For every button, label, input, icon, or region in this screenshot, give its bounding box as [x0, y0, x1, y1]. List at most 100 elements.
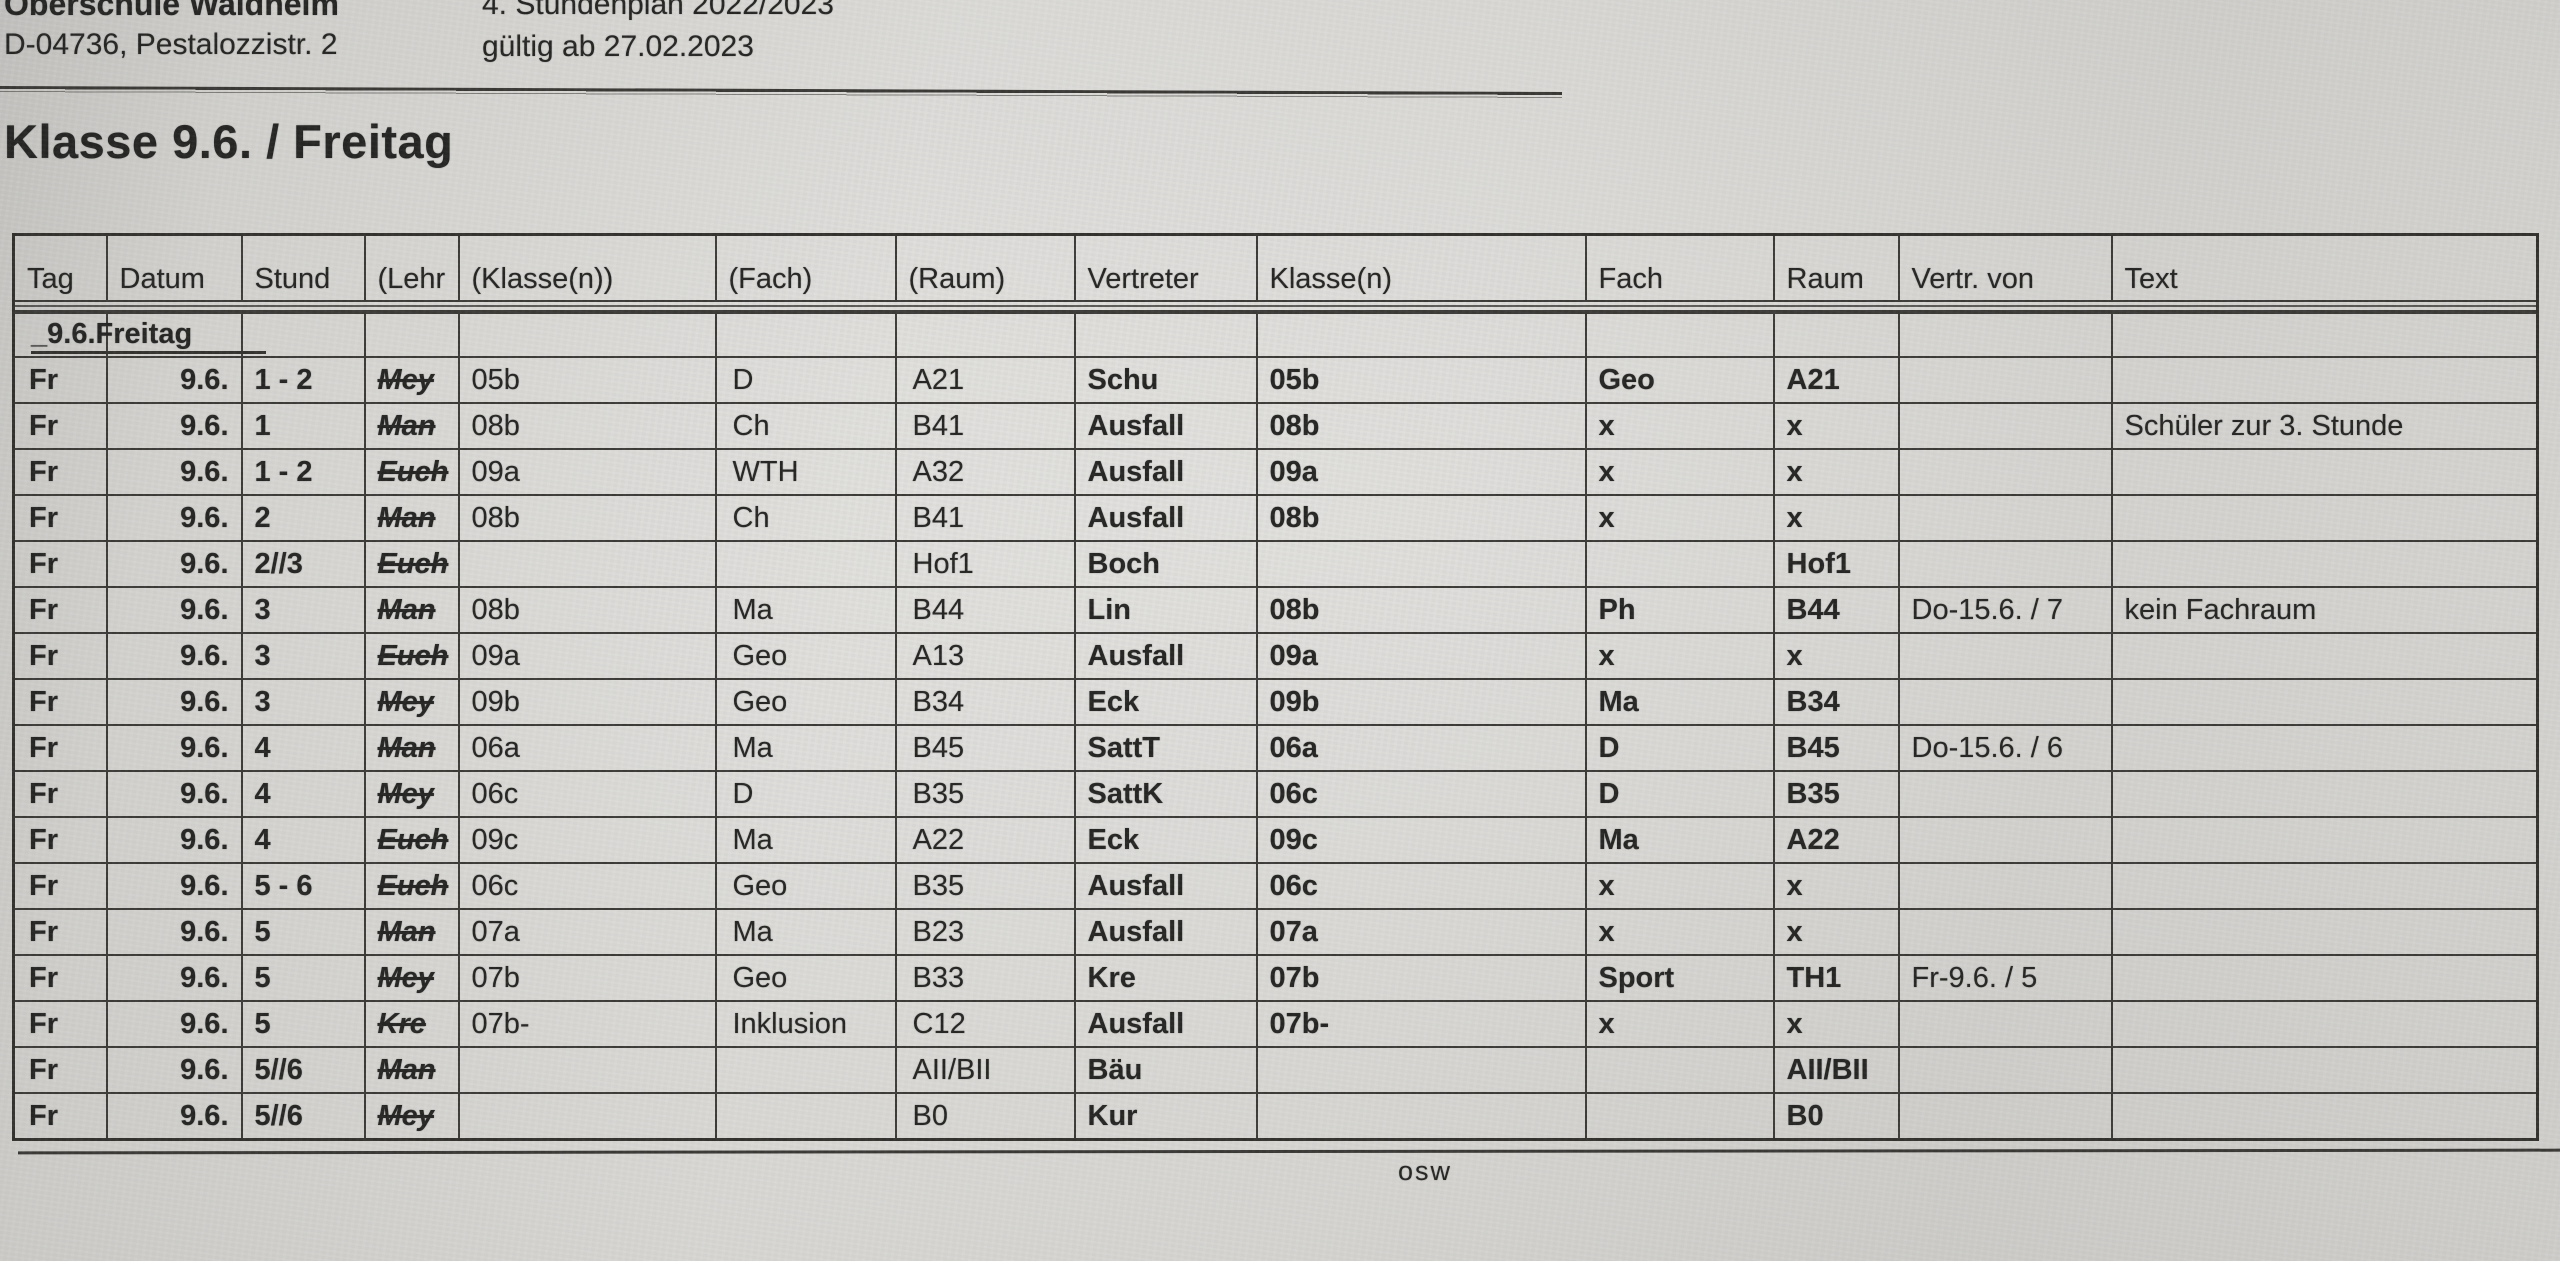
empty-cell [1772, 312, 1900, 358]
table-header: Tag Datum Stund (Lehr (Klasse(n)) (Fach)… [12, 233, 2539, 313]
cell-vertreter: Ausfall [1073, 862, 1258, 910]
cell-vertr-von: Do-15.6. / 7 [1897, 586, 2113, 634]
cell-lehrer: Euch [363, 632, 460, 680]
table-row: Fr 9.6. 3 Euch 09a Geo A13 Ausfall 09a x… [12, 632, 2539, 680]
cell-vertreter: Kre [1073, 954, 1258, 1002]
column-header-vertreter: Vertreter [1073, 233, 1258, 300]
cell-klasse-alt: 07b- [457, 1000, 717, 1048]
cell-klasse: 06c [1255, 862, 1587, 910]
cell-vertr-von [1897, 770, 2113, 818]
cell-raum: AII/BII [1772, 1046, 1900, 1094]
cell-raum: x [1772, 908, 1900, 956]
cell-text [2110, 356, 2539, 404]
cell-fach: x [1584, 908, 1775, 956]
column-header-fach: Fach [1584, 233, 1775, 300]
page-title: Klasse 9.6. / Freitag [4, 115, 454, 168]
cell-raum-alt: B44 [894, 586, 1076, 634]
cell-klasse [1255, 540, 1587, 588]
cell-raum-alt: A22 [894, 816, 1076, 864]
cell-fach-alt: Geo [714, 632, 897, 680]
cell-klasse: 06c [1255, 770, 1587, 818]
cell-vertr-von: Fr-9.6. / 5 [1897, 954, 2113, 1002]
empty-cell [894, 312, 1076, 358]
cell-raum-alt: A32 [894, 448, 1076, 496]
cell-datum: 9.6. [105, 1046, 243, 1094]
cell-lehrer: Euch [363, 816, 460, 864]
cell-vertreter: Ausfall [1073, 632, 1258, 680]
empty-cell [1073, 312, 1258, 358]
group-row-cell: _9.6.Freitag [12, 312, 267, 358]
cell-fach: x [1584, 632, 1775, 680]
cell-stunde: 5 [240, 954, 366, 1002]
cell-text [2110, 908, 2539, 956]
empty-cell [714, 312, 897, 358]
cell-text [2110, 816, 2539, 864]
cell-datum: 9.6. [105, 402, 243, 450]
table-row: Fr 9.6. 4 Euch 09c Ma A22 Eck 09c Ma A22 [12, 816, 2539, 864]
cell-fach: Ma [1584, 816, 1775, 864]
empty-cell [2110, 312, 2539, 358]
cell-vertreter: Boch [1073, 540, 1258, 588]
cell-fach: D [1584, 724, 1775, 772]
cell-stunde: 3 [240, 678, 366, 726]
cell-vertr-von [1897, 678, 2113, 726]
cell-tag: Fr [12, 862, 108, 910]
cell-vertr-von [1897, 1046, 2113, 1094]
cell-datum: 9.6. [105, 724, 243, 772]
header-row: Tag Datum Stund (Lehr (Klasse(n)) (Fach)… [12, 233, 2539, 300]
cell-raum: A22 [1772, 816, 1900, 864]
column-header-text: Text [2110, 233, 2539, 300]
cell-fach [1584, 540, 1775, 588]
cell-fach: Geo [1584, 356, 1775, 404]
header-separator-band [13, 300, 2538, 313]
cell-datum: 9.6. [105, 770, 243, 818]
cell-lehrer: Mey [363, 678, 460, 726]
cell-stunde: 1 [240, 402, 366, 450]
cell-raum-alt: B23 [894, 908, 1076, 956]
cell-raum-alt: B41 [894, 402, 1076, 450]
cell-tag: Fr [12, 586, 108, 634]
cell-klasse-alt: 06a [457, 724, 717, 772]
table-row: Fr 9.6. 1 - 2 Mey 05b D A21 Schu 05b Geo… [12, 356, 2539, 404]
cell-fach: Ma [1584, 678, 1775, 726]
cell-raum: x [1772, 862, 1900, 910]
cell-stunde: 3 [240, 632, 366, 680]
cell-lehrer: Mey [363, 954, 460, 1002]
cell-klasse [1255, 1092, 1587, 1141]
cell-fach-alt: Geo [714, 862, 897, 910]
table-body: _9.6.Freitag Fr 9.6. 1 - 2 Mey 05b D A21… [12, 312, 2539, 1141]
cell-vertreter: Eck [1073, 678, 1258, 726]
table-row: Fr 9.6. 5 Man 07a Ma B23 Ausfall 07a x x [12, 908, 2539, 956]
cell-vertreter: Ausfall [1073, 448, 1258, 496]
column-header-raum-alt: (Raum) [894, 233, 1076, 300]
cell-fach: x [1584, 402, 1775, 450]
cell-fach-alt: Geo [714, 954, 897, 1002]
cell-vertreter: SattK [1073, 770, 1258, 818]
group-row: _9.6.Freitag [12, 312, 2539, 358]
cell-fach-alt: Ma [714, 816, 897, 864]
cell-stunde: 2 [240, 494, 366, 542]
cell-raum: B0 [1772, 1092, 1900, 1141]
cell-klasse-alt: 06c [457, 862, 717, 910]
cell-raum-alt: B0 [894, 1092, 1076, 1141]
cell-klasse: 08b [1255, 586, 1587, 634]
cell-vertr-von [1897, 816, 2113, 864]
column-header-raum: Raum [1772, 233, 1900, 300]
cell-klasse: 07b- [1255, 1000, 1587, 1048]
cell-datum: 9.6. [105, 586, 243, 634]
cell-tag: Fr [12, 494, 108, 542]
cell-datum: 9.6. [105, 678, 243, 726]
cell-stunde: 5 - 6 [240, 862, 366, 910]
column-header-lehrer: (Lehr [363, 233, 460, 300]
cell-fach-alt [714, 1046, 897, 1094]
cell-klasse-alt [457, 1092, 717, 1141]
empty-cell [1255, 312, 1587, 358]
cell-fach-alt: Inklusion [714, 1000, 897, 1048]
cell-fach-alt [714, 1092, 897, 1141]
cell-klasse-alt: 08b [457, 494, 717, 542]
cell-stunde: 1 - 2 [240, 448, 366, 496]
cell-fach: D [1584, 770, 1775, 818]
cell-datum: 9.6. [105, 1092, 243, 1141]
cell-tag: Fr [12, 448, 108, 496]
